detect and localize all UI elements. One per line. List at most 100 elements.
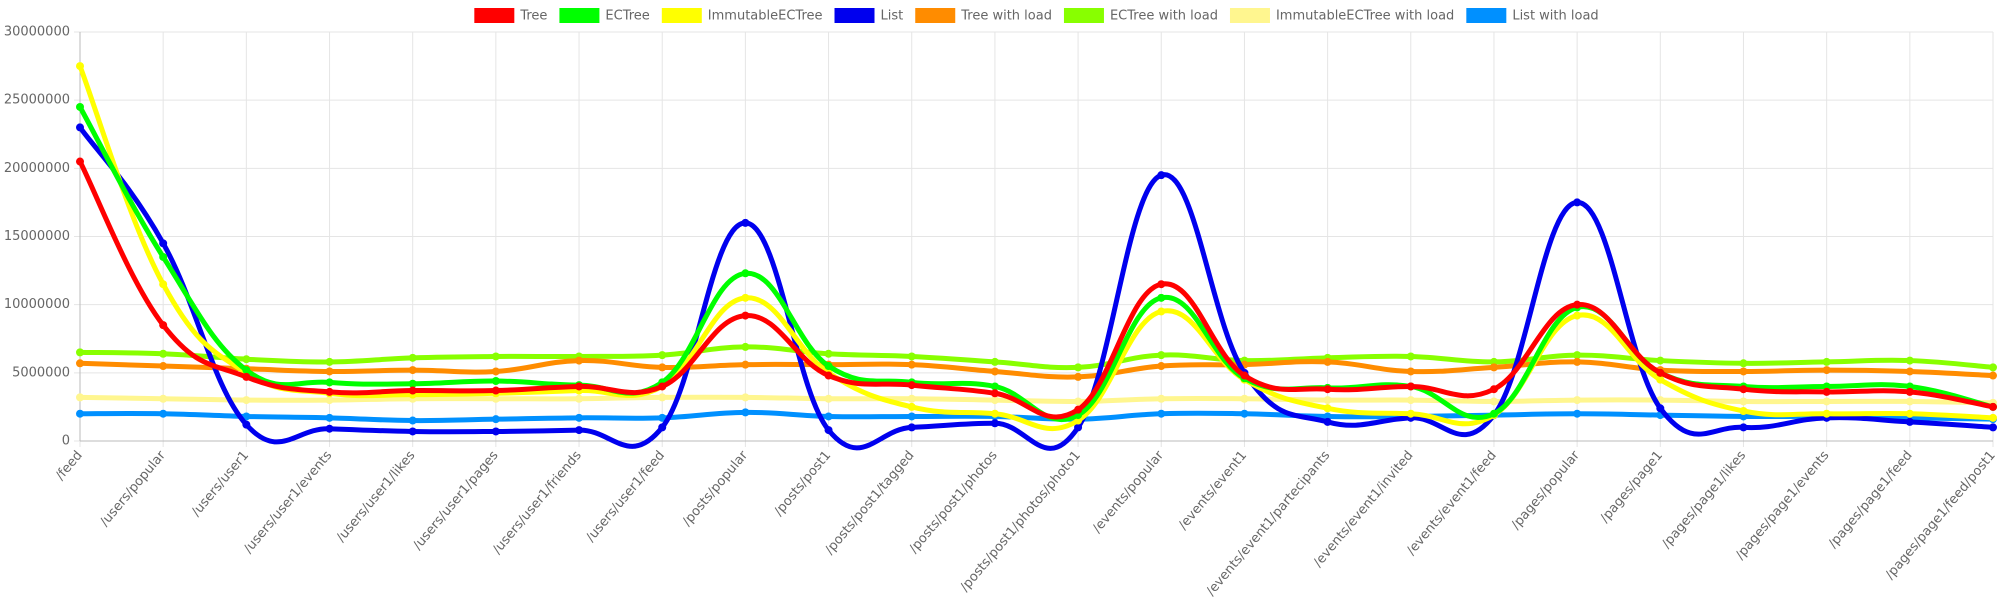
point [741,311,750,320]
point [1989,363,1997,372]
point [1739,407,1748,416]
point [1573,198,1582,207]
legend-item[interactable]: ECTree with load [1063,8,1218,24]
point [575,426,584,435]
x-tick-label: /events/event1/invited [1311,448,1417,570]
legend-label: List [881,9,904,24]
point [76,157,84,166]
line [77,160,1994,420]
line [77,65,1994,432]
point [990,419,999,428]
point [1157,394,1166,403]
point [159,280,168,289]
point [824,412,833,421]
point [1406,396,1415,405]
x-tick-label: /events/event1/feed [1404,448,1500,558]
point [658,351,667,360]
legend-label: ImmutableECTree [708,9,823,24]
point [1157,351,1166,360]
point [1905,387,1914,396]
point [1573,311,1582,320]
x-tick-label: /posts/post1/tagged [822,448,917,557]
point [658,413,667,422]
point [1489,385,1498,394]
legend-item[interactable]: List with load [1466,8,1599,24]
legend-item[interactable]: Tree with load [915,8,1052,24]
point [1240,409,1249,418]
point [325,357,334,366]
point [1074,363,1083,372]
point [159,239,168,248]
point [1573,396,1582,405]
point [658,382,667,391]
point [1157,280,1166,289]
point [741,342,750,351]
point [741,408,750,417]
point [658,393,667,402]
point [1323,396,1332,405]
point [491,427,500,436]
line [79,358,1994,380]
point [1406,409,1415,418]
point [76,348,84,357]
point [491,367,500,376]
legend-swatch [559,8,600,23]
point [408,416,417,425]
legend-item[interactable]: Tree [474,8,547,24]
point [1822,387,1831,396]
point [76,102,84,111]
point [408,366,417,375]
point [1323,385,1332,394]
legend-swatch [1466,8,1507,23]
point [658,363,667,372]
point [907,360,916,369]
point [242,355,251,364]
point [1074,372,1083,381]
legend-item[interactable]: ImmutableECTree [661,8,823,24]
point [1739,385,1748,394]
point [1573,300,1582,309]
point [325,367,334,376]
point [1323,417,1332,426]
point [1739,359,1748,368]
point [575,382,584,391]
point [1573,351,1582,360]
x-tick-label: /posts/post1 [771,448,834,519]
point [1656,368,1665,377]
point [1157,171,1166,180]
x-tick-label: /pages/page1/events [1733,448,1833,563]
point [824,426,833,435]
legend-swatch [1229,8,1270,23]
point [990,367,999,376]
legend-item[interactable]: ECTree [559,8,650,24]
point [990,389,999,398]
point [242,372,251,381]
point [1240,371,1249,380]
point [824,362,833,371]
point [1157,307,1166,316]
legend-label: ECTree [605,9,649,24]
x-tick-label: /users/user1/pages [410,448,501,553]
point [325,413,334,422]
point [1989,402,1997,411]
point [1989,371,1997,380]
point [408,427,417,436]
point [1157,409,1166,418]
point [741,293,750,302]
point [1406,367,1415,376]
y-tick-label: 15000000 [4,229,70,244]
point [325,396,334,405]
point [1905,367,1914,376]
point [1822,366,1831,375]
y-tick-label: 30000000 [4,25,70,40]
legend-item[interactable]: List [834,8,904,24]
y-tick-label: 25000000 [4,93,70,108]
x-tick-label: /users/user1/likes [334,448,419,545]
legend-item[interactable]: ImmutableECTree with load [1229,8,1454,24]
y-tick-label: 5000000 [12,365,70,380]
x-tick-label: /events/event1 [1176,448,1250,533]
point [1739,397,1748,406]
point [1074,423,1083,432]
point [1905,409,1914,418]
point [741,360,750,369]
